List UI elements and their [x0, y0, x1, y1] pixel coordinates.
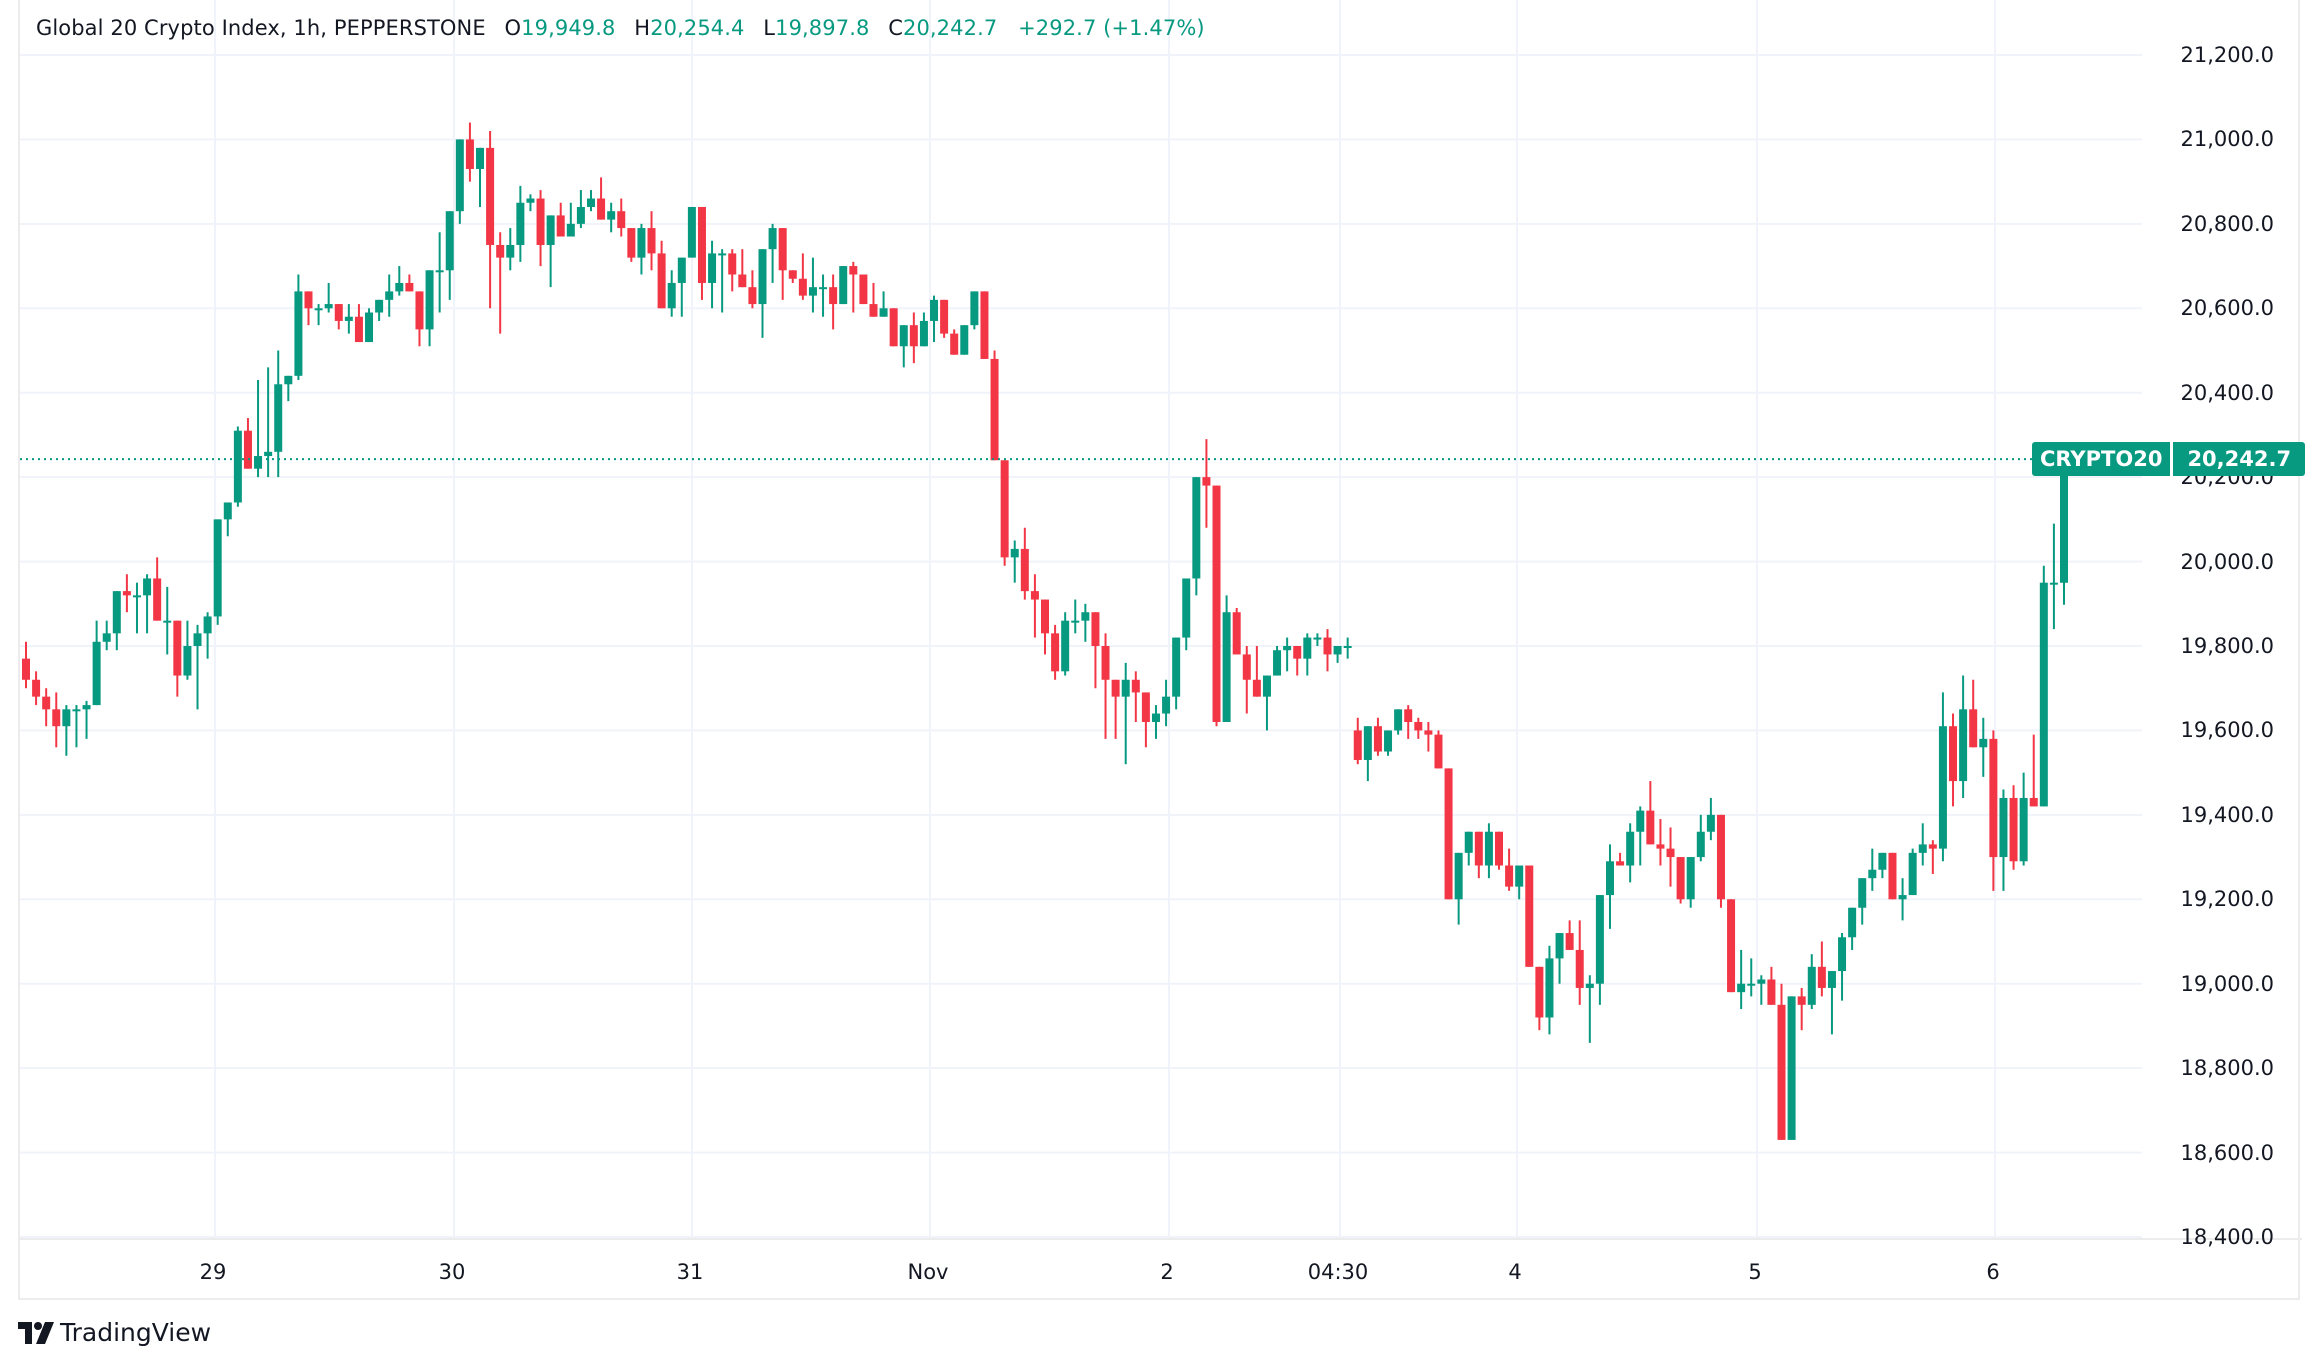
last-price-value: 20,242.7	[2173, 442, 2306, 477]
time-tick-label: 4	[1508, 1260, 1522, 1284]
time-tick-label: 31	[676, 1260, 704, 1284]
time-tick-label: 5	[1748, 1260, 1762, 1284]
change-value: +292.7 (+1.47%)	[1018, 16, 1205, 40]
price-tick-label: 19,200.0	[2180, 887, 2274, 912]
price-tick-label: 21,200.0	[2180, 43, 2274, 67]
time-tick-label: 29	[199, 1260, 227, 1284]
time-tick-label: Nov	[907, 1260, 949, 1284]
time-tick-label: 04:30	[1307, 1260, 1369, 1284]
price-tick-label: 20,000.0	[2180, 549, 2274, 574]
price-tick-label: 18,600.0	[2180, 1140, 2274, 1165]
price-tick-label: 18,800.0	[2180, 1056, 2274, 1081]
price-tick-label: 20,600.0	[2180, 296, 2274, 321]
symbol-legend: Global 20 Crypto Index, 1h, PEPPERSTONE …	[36, 16, 1205, 40]
last-price-tag: CRYPTO20 20,242.7	[2032, 442, 2306, 477]
price-tick-label: 19,800.0	[2180, 634, 2274, 658]
low-label: L	[763, 16, 776, 40]
price-tick-label: 20,400.0	[2180, 380, 2274, 405]
symbol-name[interactable]: Global 20 Crypto Index, 1h, PEPPERSTONE	[36, 16, 486, 40]
candlestick-plot[interactable]	[20, 0, 2302, 1300]
time-tick-label: 6	[1986, 1260, 2000, 1284]
price-tick-label: 21,000.0	[2180, 127, 2274, 152]
tradingview-logo-icon	[18, 1321, 54, 1344]
time-tick-label: 30	[438, 1260, 466, 1284]
price-tick-label: 20,800.0	[2180, 211, 2274, 236]
low-value: 19,897.8	[775, 16, 870, 40]
price-tick-label: 18,400.0	[2180, 1225, 2274, 1249]
close-value: 20,242.7	[902, 16, 998, 40]
chart-pane[interactable]	[18, 0, 2302, 1300]
high-label: H	[634, 16, 651, 40]
price-tick-label: 19,600.0	[2180, 718, 2274, 743]
last-price-symbol: CRYPTO20	[2032, 442, 2171, 477]
close-label: C	[888, 16, 903, 40]
open-value: 19,949.8	[521, 16, 616, 40]
logo-text: TradingView	[60, 1318, 212, 1347]
high-value: 20,254.4	[650, 16, 745, 40]
tradingview-logo[interactable]: TradingView	[18, 1318, 211, 1347]
price-tick-label: 19,000.0	[2180, 971, 2274, 996]
open-label: O	[504, 16, 522, 40]
price-tick-label: 19,400.0	[2180, 802, 2274, 827]
time-tick-label: 2	[1160, 1260, 1174, 1284]
